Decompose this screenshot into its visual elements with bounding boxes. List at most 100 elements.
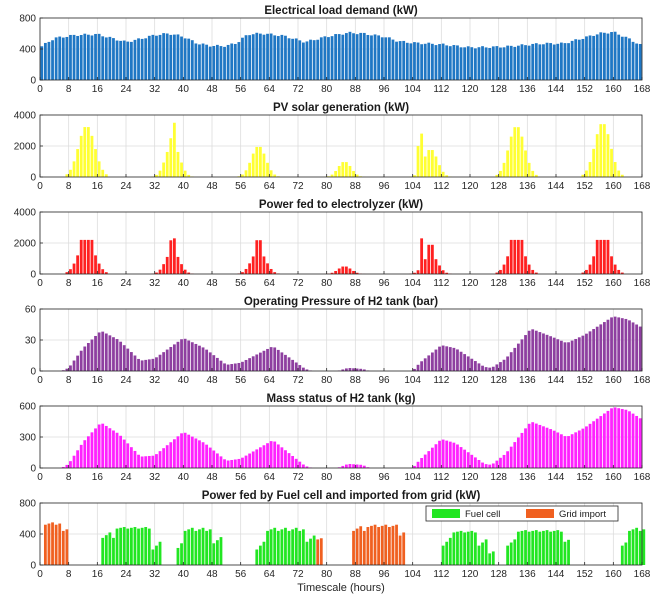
bar (61, 466, 65, 468)
bar-fuel-cell (298, 530, 302, 565)
bar-fuel-cell (276, 530, 280, 565)
bar (51, 40, 54, 80)
bar (183, 38, 187, 80)
bar (208, 352, 212, 371)
bar (94, 149, 97, 177)
bar (549, 429, 553, 468)
x-tick-label: 48 (206, 278, 218, 289)
bar (83, 33, 87, 80)
x-tick-label: 120 (462, 472, 479, 483)
bar (524, 150, 527, 177)
bar (588, 162, 592, 177)
bar (158, 34, 162, 80)
bar-fuel-cell (534, 530, 538, 566)
bar (312, 40, 316, 80)
bar (276, 36, 280, 80)
bar (531, 329, 535, 371)
x-tick-label: 88 (350, 569, 362, 580)
bar (126, 348, 130, 371)
bar-fuel-cell (266, 530, 269, 565)
x-tick-label: 48 (206, 84, 218, 95)
bar (352, 464, 355, 468)
bar (481, 46, 484, 80)
bar (140, 38, 144, 80)
x-tick-label: 16 (92, 84, 104, 95)
bar (620, 272, 624, 274)
x-tick-label: 56 (235, 84, 247, 95)
bar (133, 450, 137, 468)
bar (337, 34, 341, 80)
bar (104, 333, 108, 371)
bar (420, 133, 424, 177)
x-tick-label: 24 (120, 472, 132, 483)
bar (169, 240, 173, 274)
bar (201, 442, 205, 468)
bar (334, 34, 338, 80)
bar-fuel-cell (305, 541, 309, 565)
x-tick-label: 120 (462, 278, 479, 289)
bar-fuel-cell (552, 530, 556, 565)
bar (344, 464, 348, 468)
bar (352, 33, 355, 80)
bar (172, 238, 176, 274)
bar-fuel-cell (284, 527, 287, 565)
bar (258, 352, 262, 371)
x-tick-label: 56 (235, 472, 247, 483)
bar (255, 449, 259, 468)
bar (592, 35, 596, 80)
y-tick-label: 0 (30, 270, 36, 281)
bar (413, 175, 416, 177)
bar (416, 270, 420, 274)
x-tick-label: 168 (634, 472, 651, 483)
bar (352, 170, 355, 177)
bar-fuel-cell (187, 529, 191, 565)
bar (495, 272, 499, 274)
bar (262, 350, 266, 371)
bar (94, 255, 97, 274)
bar (441, 171, 445, 177)
bar (567, 342, 570, 371)
bar (470, 358, 474, 371)
bar-fuel-cell (549, 531, 553, 565)
bar (76, 255, 80, 274)
bar (144, 456, 148, 468)
bar (542, 333, 545, 371)
x-tick-label: 72 (292, 472, 304, 483)
bar (226, 44, 230, 80)
bar-fuel-cell (158, 541, 162, 565)
x-tick-label: 0 (37, 375, 43, 386)
bar (69, 365, 72, 371)
bar (122, 40, 126, 80)
bar (473, 457, 477, 468)
bar (585, 426, 588, 468)
bar (97, 33, 101, 80)
bar (155, 357, 158, 371)
bar (384, 37, 388, 80)
bar-fuel-cell (194, 530, 198, 565)
bar-fuel-cell (624, 542, 628, 565)
subplot-2: 0 8 16 24 32 40 48 56 64 72 80 88 96 104 112 120 128 136 1… (14, 102, 651, 192)
bar (176, 341, 180, 371)
bar-fuel-cell (183, 530, 187, 565)
bar-fuel-cell (638, 530, 642, 565)
bar (445, 440, 449, 468)
bar (617, 317, 621, 371)
bar (83, 239, 87, 274)
bar (183, 338, 187, 371)
bar-fuel-cell (513, 539, 517, 565)
bar (284, 450, 287, 468)
bar (570, 340, 574, 371)
bar (552, 430, 556, 468)
bar (187, 434, 191, 468)
bar-fuel-cell (126, 528, 130, 565)
y-tick-label: 300 (19, 433, 36, 444)
x-tick-label: 0 (37, 278, 43, 289)
bar (101, 269, 105, 274)
bar (610, 317, 613, 371)
x-tick-label: 136 (519, 84, 536, 95)
bar (599, 416, 603, 468)
subplot-title: Electrical load demand (kW) (264, 5, 418, 17)
bar (115, 432, 119, 468)
bar (617, 170, 621, 177)
